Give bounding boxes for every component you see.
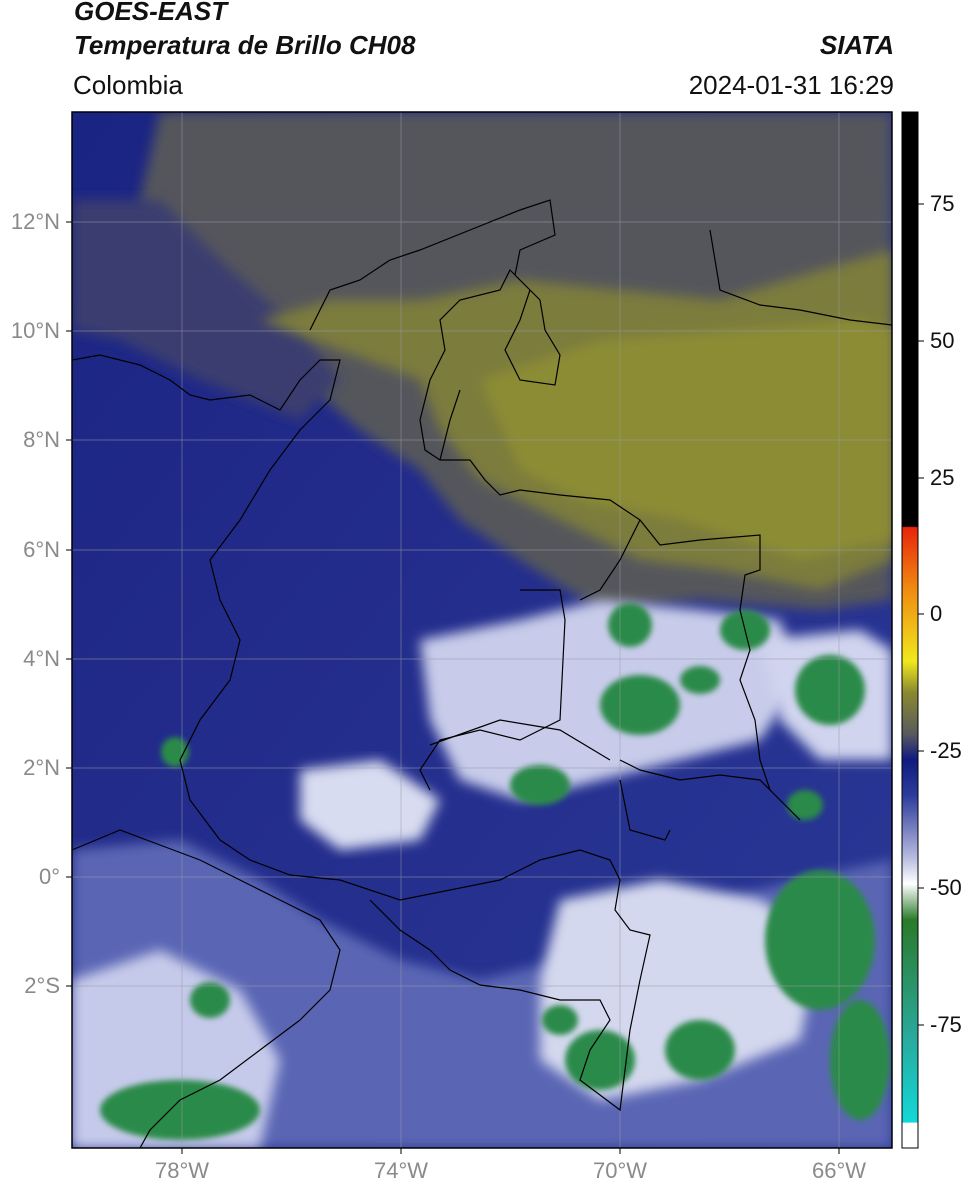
region-label: Colombia [73, 70, 183, 100]
lat-label-2s: 2°S [24, 973, 60, 998]
product-subtitle: Temperatura de Brillo CH08 [74, 30, 416, 60]
colorbar-tick-75: 75 [930, 191, 955, 216]
lon-label-70w: 70°W [592, 1158, 648, 1183]
colorbar-tick-25: 25 [930, 465, 955, 490]
product-title: GOES-EAST [74, 0, 228, 26]
lat-label-2n: 2°N [23, 755, 60, 780]
lat-label-0: 0° [38, 864, 60, 889]
lat-label-4n: 4°N [23, 646, 60, 671]
lon-label-74w: 74°W [373, 1158, 429, 1183]
lat-label-8n: 8°N [23, 427, 60, 452]
colorbar-tick-50: 50 [930, 328, 955, 353]
lat-label-6n: 6°N [23, 537, 60, 562]
lon-label-78w: 78°W [154, 1158, 210, 1183]
lat-label-10n: 10°N [10, 318, 60, 343]
colorbar-tick-minus75: -75 [930, 1012, 962, 1037]
colorbar-tick-minus25: -25 [930, 738, 962, 763]
timestamp: 2024-01-31 16:29 [688, 70, 894, 100]
satellite-image [72, 112, 892, 1148]
colorbar [901, 111, 919, 1149]
colorbar-tick-minus50: -50 [930, 875, 962, 900]
lon-label-66w: 66°W [811, 1158, 867, 1183]
map-frame [71, 111, 893, 1149]
colorbar-tick-0: 0 [930, 601, 943, 626]
brand-label: SIATA [819, 30, 894, 60]
lat-label-12n: 12°N [10, 209, 60, 234]
